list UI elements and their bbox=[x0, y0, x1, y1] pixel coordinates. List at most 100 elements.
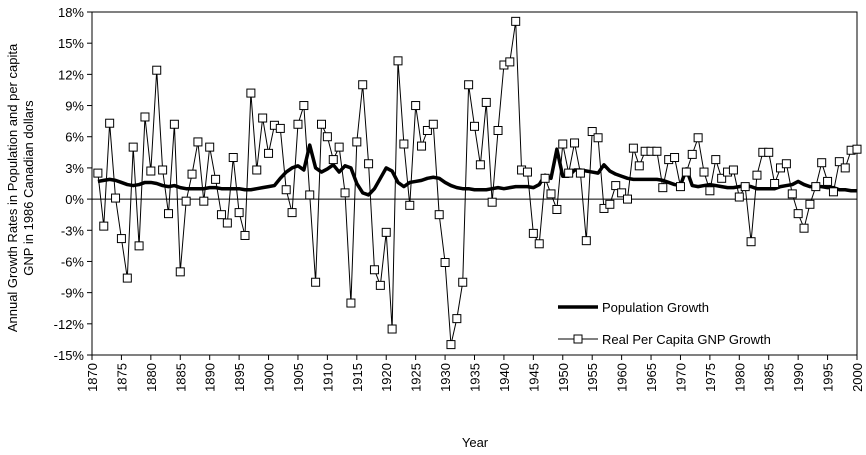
marker bbox=[205, 142, 215, 152]
marker bbox=[240, 230, 250, 240]
y-axis-label: Annual Growth Rates in Population and pe… bbox=[5, 43, 20, 332]
marker bbox=[711, 155, 721, 165]
marker bbox=[817, 158, 827, 168]
x-tick-label: 1900 bbox=[262, 363, 277, 392]
marker bbox=[228, 153, 238, 163]
marker bbox=[293, 119, 303, 129]
marker bbox=[387, 324, 397, 334]
marker bbox=[534, 239, 544, 249]
y-axis-label: GNP in 1986 Canadian dollars bbox=[21, 100, 36, 276]
x-tick-label: 1895 bbox=[232, 363, 247, 392]
x-tick-label: 1885 bbox=[173, 363, 188, 392]
marker bbox=[181, 196, 191, 206]
marker bbox=[481, 97, 491, 107]
marker bbox=[340, 188, 350, 198]
y-tick-label: 18% bbox=[58, 5, 84, 20]
marker bbox=[381, 227, 391, 237]
marker bbox=[105, 118, 115, 128]
x-tick-label: 1880 bbox=[144, 363, 159, 392]
x-tick-label: 2000 bbox=[850, 363, 865, 392]
marker bbox=[681, 167, 691, 177]
marker bbox=[334, 142, 344, 152]
marker bbox=[434, 210, 444, 220]
marker bbox=[493, 125, 503, 135]
x-tick-label: 1950 bbox=[556, 363, 571, 392]
marker bbox=[570, 138, 580, 148]
marker bbox=[222, 218, 232, 228]
y-tick-label: -3% bbox=[61, 223, 85, 238]
y-tick-label: -15% bbox=[54, 348, 85, 363]
x-tick-label: 1980 bbox=[732, 363, 747, 392]
marker bbox=[275, 123, 285, 133]
marker bbox=[670, 153, 680, 163]
marker bbox=[452, 314, 462, 324]
marker bbox=[311, 277, 321, 287]
marker bbox=[852, 144, 862, 154]
marker bbox=[405, 200, 415, 210]
x-tick-label: 1990 bbox=[791, 363, 806, 392]
marker bbox=[305, 190, 315, 200]
y-tick-label: -6% bbox=[61, 254, 85, 269]
marker bbox=[658, 183, 668, 193]
y-tick-label: 6% bbox=[65, 130, 84, 145]
marker bbox=[840, 163, 850, 173]
x-tick-label: 1945 bbox=[526, 363, 541, 392]
marker bbox=[652, 146, 662, 156]
marker bbox=[799, 223, 809, 233]
marker bbox=[546, 189, 556, 199]
y-tick-label: 3% bbox=[65, 161, 84, 176]
marker bbox=[522, 167, 532, 177]
marker bbox=[752, 170, 762, 180]
marker bbox=[393, 56, 403, 66]
marker bbox=[593, 133, 603, 143]
x-tick-label: 1960 bbox=[615, 363, 630, 392]
marker bbox=[111, 193, 121, 203]
marker bbox=[693, 133, 703, 143]
marker bbox=[299, 101, 309, 111]
marker bbox=[417, 141, 427, 151]
marker bbox=[475, 160, 485, 170]
marker bbox=[746, 237, 756, 247]
x-tick-label: 1930 bbox=[438, 363, 453, 392]
marker bbox=[216, 210, 226, 220]
x-tick-label: 1955 bbox=[585, 363, 600, 392]
y-tick-label: 15% bbox=[58, 36, 84, 51]
marker bbox=[540, 173, 550, 183]
y-tick-label: 0% bbox=[65, 192, 84, 207]
marker bbox=[152, 65, 162, 75]
x-tick-label: 1920 bbox=[379, 363, 394, 392]
marker bbox=[705, 186, 715, 196]
x-tick-label: 1970 bbox=[673, 363, 688, 392]
marker bbox=[328, 155, 338, 165]
marker bbox=[728, 165, 738, 175]
x-tick-label: 1965 bbox=[644, 363, 659, 392]
x-tick-label: 1875 bbox=[114, 363, 129, 392]
marker bbox=[470, 121, 479, 131]
marker bbox=[99, 221, 109, 231]
x-tick-label: 1910 bbox=[320, 363, 335, 392]
marker bbox=[199, 196, 209, 206]
marker bbox=[187, 169, 197, 179]
y-tick-label: 9% bbox=[65, 99, 84, 114]
marker bbox=[458, 277, 468, 287]
marker bbox=[487, 197, 497, 207]
series-line bbox=[97, 143, 857, 197]
marker bbox=[134, 241, 144, 251]
marker bbox=[528, 228, 538, 238]
marker bbox=[234, 208, 244, 218]
y-tick-label: -12% bbox=[54, 317, 85, 332]
marker bbox=[399, 139, 409, 149]
marker bbox=[464, 80, 474, 90]
marker bbox=[369, 265, 379, 275]
marker bbox=[623, 194, 632, 204]
marker bbox=[617, 188, 627, 198]
marker bbox=[575, 168, 585, 178]
marker bbox=[793, 209, 803, 219]
y-tick-label: 12% bbox=[58, 67, 84, 82]
marker bbox=[317, 119, 326, 129]
marker bbox=[122, 273, 132, 283]
marker bbox=[781, 159, 791, 169]
marker bbox=[558, 139, 568, 149]
marker bbox=[587, 127, 597, 137]
